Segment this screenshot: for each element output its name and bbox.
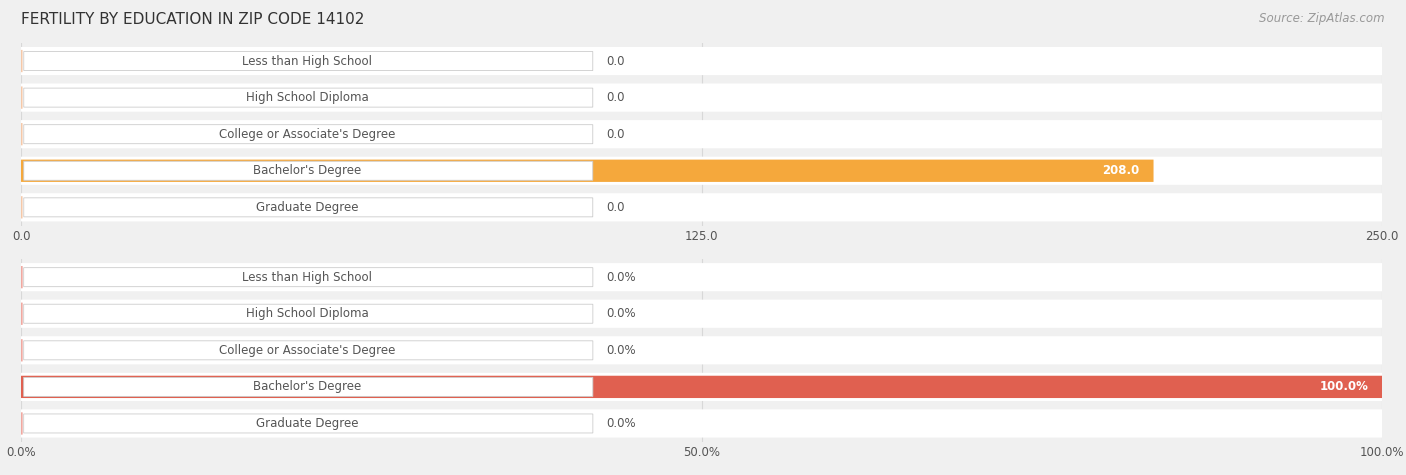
FancyBboxPatch shape [21, 376, 1382, 398]
FancyBboxPatch shape [21, 160, 1153, 182]
FancyBboxPatch shape [21, 373, 1382, 401]
FancyBboxPatch shape [21, 336, 1382, 364]
FancyBboxPatch shape [21, 120, 1382, 148]
Text: 0.0: 0.0 [606, 201, 624, 214]
Text: 0.0%: 0.0% [606, 307, 636, 320]
FancyBboxPatch shape [21, 123, 22, 145]
Text: FERTILITY BY EDUCATION IN ZIP CODE 14102: FERTILITY BY EDUCATION IN ZIP CODE 14102 [21, 12, 364, 27]
FancyBboxPatch shape [21, 303, 22, 325]
Text: 0.0: 0.0 [606, 55, 624, 67]
FancyBboxPatch shape [24, 124, 593, 144]
FancyBboxPatch shape [24, 414, 593, 433]
FancyBboxPatch shape [24, 304, 593, 323]
Text: College or Associate's Degree: College or Associate's Degree [219, 128, 395, 141]
Text: 0.0: 0.0 [606, 128, 624, 141]
FancyBboxPatch shape [24, 88, 593, 107]
Text: Graduate Degree: Graduate Degree [256, 201, 359, 214]
Text: Graduate Degree: Graduate Degree [256, 417, 359, 430]
FancyBboxPatch shape [21, 157, 1382, 185]
FancyBboxPatch shape [21, 196, 22, 218]
Text: Bachelor's Degree: Bachelor's Degree [253, 164, 361, 177]
FancyBboxPatch shape [21, 412, 22, 435]
FancyBboxPatch shape [21, 300, 1382, 328]
FancyBboxPatch shape [24, 198, 593, 217]
Text: College or Associate's Degree: College or Associate's Degree [219, 344, 395, 357]
FancyBboxPatch shape [24, 377, 593, 397]
Text: Source: ZipAtlas.com: Source: ZipAtlas.com [1260, 12, 1385, 25]
FancyBboxPatch shape [24, 267, 593, 287]
Text: 0.0: 0.0 [606, 91, 624, 104]
FancyBboxPatch shape [24, 161, 593, 180]
FancyBboxPatch shape [24, 51, 593, 71]
Text: Bachelor's Degree: Bachelor's Degree [253, 380, 361, 393]
Text: Less than High School: Less than High School [242, 55, 373, 67]
FancyBboxPatch shape [21, 50, 22, 72]
FancyBboxPatch shape [21, 47, 1382, 75]
FancyBboxPatch shape [21, 339, 22, 361]
Text: High School Diploma: High School Diploma [246, 91, 368, 104]
Text: High School Diploma: High School Diploma [246, 307, 368, 320]
FancyBboxPatch shape [21, 86, 22, 109]
FancyBboxPatch shape [21, 84, 1382, 112]
Text: Less than High School: Less than High School [242, 271, 373, 284]
FancyBboxPatch shape [21, 263, 1382, 291]
Text: 0.0%: 0.0% [606, 417, 636, 430]
FancyBboxPatch shape [21, 266, 22, 288]
Text: 0.0%: 0.0% [606, 271, 636, 284]
Text: 208.0: 208.0 [1102, 164, 1140, 177]
FancyBboxPatch shape [24, 341, 593, 360]
FancyBboxPatch shape [21, 193, 1382, 221]
Text: 0.0%: 0.0% [606, 344, 636, 357]
Text: 100.0%: 100.0% [1320, 380, 1368, 393]
FancyBboxPatch shape [21, 409, 1382, 437]
